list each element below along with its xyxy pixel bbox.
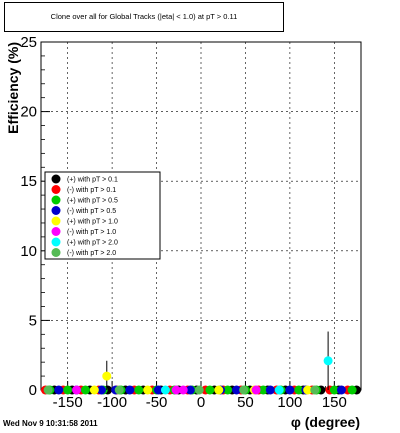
legend-label: (-) with pT > 1.0 — [67, 229, 116, 236]
legend-label: (+) with pT > 2.0 — [67, 240, 118, 247]
chart-title: Clone over all for Global Tracks (|eta| … — [50, 12, 238, 21]
legend-label: (-) with pT > 2.0 — [67, 250, 116, 257]
legend-label: (-) with pT > 0.5 — [67, 208, 116, 215]
data-point — [89, 385, 99, 395]
data-point — [294, 385, 304, 395]
data-point — [239, 385, 249, 395]
data-point — [54, 385, 64, 395]
data-point — [143, 385, 153, 395]
series-6 — [72, 385, 261, 395]
axis-ticks: -150 -100 -50 0 50 100 150 0 5 10 15 20 25 — [20, 34, 362, 411]
data-point — [134, 385, 144, 395]
y-tick-label: 20 — [20, 104, 37, 121]
legend-label: (+) with pT > 0.1 — [67, 177, 118, 184]
x-tick-label: 0 — [197, 394, 205, 411]
x-axis-title: φ (degree) — [291, 414, 360, 430]
data-point — [194, 385, 204, 395]
data-point — [114, 385, 124, 395]
x-tick-label: -50 — [146, 394, 168, 411]
data-point — [274, 385, 284, 395]
data-point — [285, 385, 295, 395]
y-tick-label: 25 — [20, 34, 37, 51]
data-point — [153, 385, 163, 395]
data-point — [80, 385, 90, 395]
legend-marker — [51, 216, 61, 226]
legend-label: (+) with pT > 0.5 — [67, 198, 118, 205]
y-tick-label: 10 — [20, 243, 37, 260]
data-point — [171, 385, 181, 395]
data-point — [96, 385, 106, 395]
legend-box — [44, 171, 161, 260]
legend-label: (+) with pT > 1.0 — [67, 219, 118, 226]
data-point — [160, 385, 170, 395]
series-5 — [89, 360, 313, 395]
data-point — [102, 371, 112, 381]
legend-marker — [51, 248, 61, 257]
data-point — [125, 385, 135, 395]
data-point — [251, 385, 261, 395]
data-point — [214, 385, 224, 395]
data-point — [72, 385, 82, 395]
data-point — [178, 385, 188, 395]
x-tick-label: -150 — [53, 394, 83, 411]
series-8 — [43, 385, 320, 395]
data-point — [185, 385, 195, 395]
data-point — [223, 385, 233, 395]
data-point — [43, 385, 53, 395]
legend-marker — [51, 195, 61, 205]
chart-title-box: Clone over all for Global Tracks (|eta| … — [4, 2, 284, 32]
data-point — [347, 385, 357, 395]
data-point — [329, 385, 339, 395]
legend-label: (-) with pT > 0.1 — [67, 187, 116, 194]
y-tick-label: 15 — [20, 173, 37, 190]
data-point — [205, 385, 215, 395]
y-tick-label: 5 — [29, 312, 37, 329]
timestamp: Wed Nov 9 10:31:58 2011 — [3, 419, 98, 428]
x-tick-label: 150 — [322, 394, 347, 411]
y-axis-title: Efficiency (%) — [5, 42, 21, 134]
data-point — [63, 385, 73, 395]
legend-marker — [51, 174, 61, 184]
data-point — [336, 385, 346, 395]
data-point — [258, 385, 268, 395]
data-point — [232, 385, 242, 395]
x-tick-label: 50 — [237, 394, 254, 411]
data-point — [310, 385, 320, 395]
legend-marker — [51, 206, 61, 215]
x-tick-label: -100 — [97, 394, 127, 411]
data-point — [303, 385, 313, 395]
data-point — [323, 356, 333, 366]
series-7 — [160, 331, 333, 395]
legend: (+) with pT > 0.1 (-) with pT > 0.1 (+) wi… — [44, 171, 161, 260]
legend-marker — [51, 185, 61, 194]
x-tick-label: 100 — [277, 394, 302, 411]
grid — [41, 42, 361, 390]
legend-marker — [51, 227, 61, 236]
data-points — [40, 331, 362, 395]
legend-marker — [51, 237, 61, 247]
y-tick-label: 0 — [29, 382, 37, 399]
data-point — [265, 385, 275, 395]
